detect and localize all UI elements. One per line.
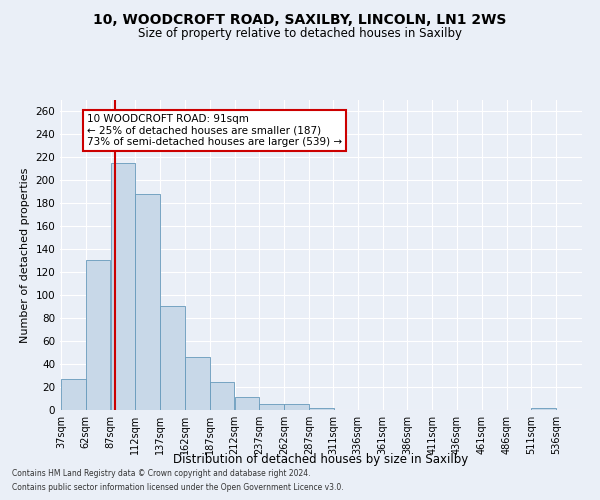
- Bar: [61, 379, 86, 410]
- Bar: [284, 404, 309, 410]
- Bar: [185, 357, 209, 410]
- Bar: [210, 382, 235, 410]
- Bar: [532, 408, 556, 410]
- Bar: [136, 194, 160, 410]
- Bar: [110, 163, 135, 410]
- Bar: [160, 306, 185, 410]
- Text: Distribution of detached houses by size in Saxilby: Distribution of detached houses by size …: [173, 452, 469, 466]
- Bar: [309, 408, 334, 410]
- Bar: [86, 260, 110, 410]
- Bar: [259, 404, 284, 410]
- Bar: [235, 398, 259, 410]
- Text: 10 WOODCROFT ROAD: 91sqm
← 25% of detached houses are smaller (187)
73% of semi-: 10 WOODCROFT ROAD: 91sqm ← 25% of detach…: [87, 114, 342, 147]
- Text: 10, WOODCROFT ROAD, SAXILBY, LINCOLN, LN1 2WS: 10, WOODCROFT ROAD, SAXILBY, LINCOLN, LN…: [94, 12, 506, 26]
- Text: Size of property relative to detached houses in Saxilby: Size of property relative to detached ho…: [138, 28, 462, 40]
- Text: Contains HM Land Registry data © Crown copyright and database right 2024.: Contains HM Land Registry data © Crown c…: [12, 468, 311, 477]
- Y-axis label: Number of detached properties: Number of detached properties: [20, 168, 30, 342]
- Text: Contains public sector information licensed under the Open Government Licence v3: Contains public sector information licen…: [12, 484, 344, 492]
